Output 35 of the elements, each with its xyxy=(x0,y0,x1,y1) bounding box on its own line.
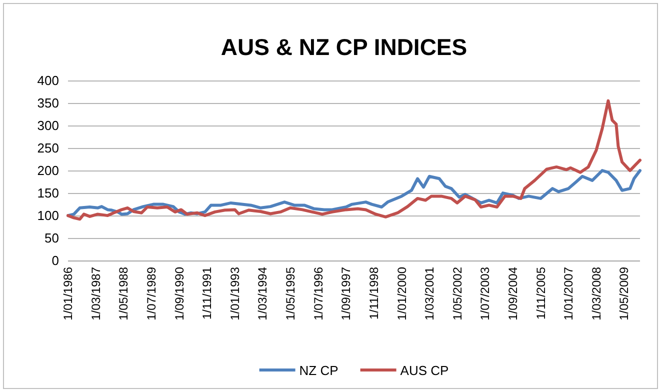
x-tick-label: 1/09/1997 xyxy=(339,266,354,320)
line-series xyxy=(66,169,642,218)
x-tick-label: 1/07/2003 xyxy=(478,266,492,320)
y-tick-label: 350 xyxy=(37,96,59,111)
x-tick-label: 1/05/1988 xyxy=(116,266,131,320)
x-tick-label: 1/09/2004 xyxy=(506,266,520,320)
x-tick-label: 1/01/1993 xyxy=(228,266,242,320)
y-tick-label: 150 xyxy=(37,186,59,201)
x-tick-label: 1/03/2008 xyxy=(589,266,604,320)
x-tick-label: 1/05/2002 xyxy=(450,266,464,320)
y-tick-label: 400 xyxy=(37,73,59,88)
y-tick-label: 250 xyxy=(37,140,59,156)
x-tick-label: 1/03/1987 xyxy=(88,266,103,320)
x-tick-label: 1/01/2007 xyxy=(562,266,576,320)
legend-label: AUS CP xyxy=(400,363,449,378)
y-tick-label: 300 xyxy=(37,118,59,134)
x-tick-label: 1/09/1990 xyxy=(172,266,186,320)
x-tick-label: 1/11/1991 xyxy=(200,266,214,320)
x-tick-label: 1/05/1995 xyxy=(284,266,298,320)
x-tick-label: 1/03/2001 xyxy=(422,266,437,320)
x-tick-label: 1/07/1996 xyxy=(311,266,326,320)
y-tick-label: 50 xyxy=(44,230,59,246)
line-series xyxy=(66,99,642,221)
x-tick-label: 1/07/1989 xyxy=(144,266,159,320)
x-tick-label: 1/05/2009 xyxy=(617,266,632,320)
chart-title: AUS & NZ CP INDICES xyxy=(220,34,468,60)
y-tick-label: 100 xyxy=(37,208,59,224)
x-tick-label: 1/01/1986 xyxy=(61,266,76,320)
x-tick-label: 1/01/2000 xyxy=(394,266,409,320)
y-tick-label: 200 xyxy=(37,163,59,178)
y-tick-label: 0 xyxy=(52,253,59,268)
x-tick-label: 1/11/1998 xyxy=(367,266,382,320)
x-tick-label: 1/03/1994 xyxy=(256,266,270,320)
legend-label: NZ CP xyxy=(299,363,338,378)
x-tick-label: 1/11/2005 xyxy=(534,266,548,320)
